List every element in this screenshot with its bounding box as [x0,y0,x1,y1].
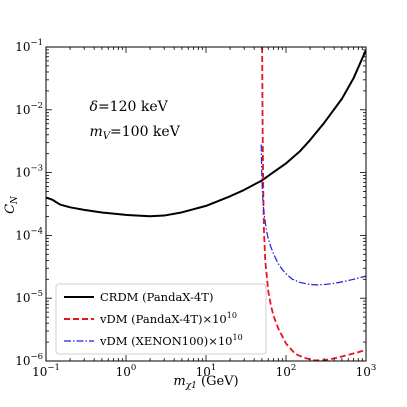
x-axis-label: mχ1 (GeV) [173,374,238,391]
series-line-1 [261,47,366,361]
y-tick-label: 10−6 [15,352,43,368]
y-tick-label: 10−2 [15,101,43,117]
x-tick-label: 10−1 [32,363,60,379]
legend-box [55,283,267,355]
y-tick-label: 10−3 [15,164,43,180]
y-axis-label: CN [3,195,20,214]
tick-label-layer: 10−1 100 101 102 103 10−6 10−5 10−4 10−3 10−2 10−1 [15,38,376,379]
legend-label-crdm: CRDM (PandaX-4T) [100,290,213,304]
series-line-2 [260,144,366,286]
x-tick-label: 103 [356,363,377,379]
series-line-0 [46,49,366,218]
tick-layer [45,47,366,362]
annotation-layer: δ=120 keV mV=100 keV [90,99,181,142]
annotation-0: δ=120 keV [90,99,169,115]
y-tick-label: 10−1 [15,38,43,54]
x-tick-label: 101 [196,363,217,379]
y-tick-label: 10−4 [15,226,43,242]
annotation-1: mV=100 keV [90,124,181,142]
x-tick-label: 100 [116,363,137,379]
legend-label-vdm-xenon: vDM (XENON100)×1010 [99,333,243,348]
x-tick-label: 102 [276,363,297,379]
y-tick-label: 10−5 [15,289,43,305]
legend-label-vdm-pandax: vDM (PandaX-4T)×1010 [99,311,237,326]
legend: CRDM (PandaX-4T) vDM (PandaX-4T)×1010 vD… [55,283,267,355]
